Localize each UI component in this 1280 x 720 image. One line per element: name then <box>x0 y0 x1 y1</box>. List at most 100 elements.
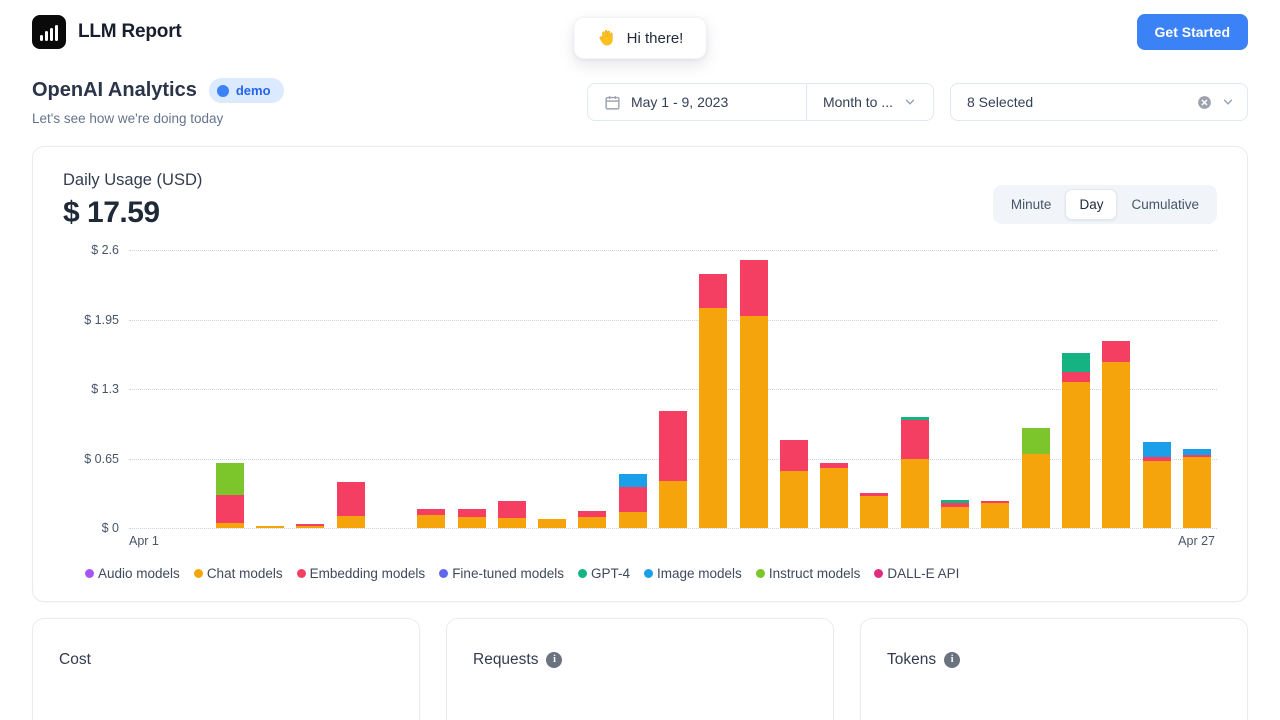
bar-slot-apr-23 <box>1016 250 1056 528</box>
stacked-bar <box>779 440 808 528</box>
bar-slot-apr-3 <box>210 250 250 528</box>
bar-segment <box>336 516 365 528</box>
brand[interactable]: LLM Report <box>32 15 182 49</box>
bar-segment <box>860 495 889 528</box>
bar-slot-apr-10 <box>492 250 532 528</box>
date-range-picker[interactable]: May 1 - 9, 2023 <box>588 84 806 120</box>
models-select[interactable]: 8 Selected <box>950 83 1248 121</box>
bar-segment <box>1061 381 1090 528</box>
app-name: LLM Report <box>78 21 182 42</box>
bar-segment <box>457 517 486 528</box>
legend-label: Chat models <box>206 566 283 581</box>
tokens-card: Tokens i <box>860 618 1248 720</box>
legend-item-audio-models[interactable]: Audio models <box>85 566 180 581</box>
bar-segment <box>1102 362 1131 528</box>
models-select-value: 8 Selected <box>967 94 1034 110</box>
legend-label: Image models <box>657 566 742 581</box>
info-icon[interactable]: i <box>944 652 961 668</box>
chart-plot-area <box>129 250 1217 529</box>
bar-segment <box>618 473 647 488</box>
stacked-bar <box>739 259 768 528</box>
badge-dot-icon <box>216 84 229 97</box>
bar-segment <box>860 492 889 496</box>
legend-dot-icon <box>874 569 884 578</box>
demo-badge: demo <box>208 78 284 103</box>
bar-segment <box>900 420 929 459</box>
stacked-bar <box>1021 427 1050 528</box>
bar-segment <box>941 506 970 528</box>
stacked-bar <box>1182 448 1211 528</box>
legend-item-dall-e-api[interactable]: DALL-E API <box>874 566 959 581</box>
legend-item-gpt-4[interactable]: GPT-4 <box>578 566 630 581</box>
bar-segment <box>1102 340 1131 363</box>
bar-slot-apr-15 <box>693 250 733 528</box>
top-bar: LLM Report Hi there! Get Started <box>0 0 1280 64</box>
usage-total: $ 17.59 <box>63 196 160 229</box>
date-range-control: May 1 - 9, 2023 Month to ... <box>586 83 934 121</box>
tab-day[interactable]: Day <box>1065 189 1118 220</box>
usage-chart: $ 2.6 $ 1.95 $ 1.3 $ 0.65 $ 0 <box>63 243 1217 535</box>
legend-label: DALL-E API <box>887 566 960 581</box>
legend-dot-icon <box>578 569 587 578</box>
stacked-bar <box>981 501 1010 528</box>
bar-segment <box>457 508 486 518</box>
tab-cumulative[interactable]: Cumulative <box>1131 197 1199 212</box>
legend-item-embedding-models[interactable]: Embedding models <box>296 566 425 581</box>
legend-item-fine-tuned-models[interactable]: Fine-tuned models <box>439 566 564 581</box>
date-preset-value: Month to ... <box>822 94 893 110</box>
legend-label: GPT-4 <box>591 566 631 581</box>
legend-dot-icon <box>755 569 765 578</box>
bar-segment <box>1061 352 1090 372</box>
stacked-bar <box>296 523 325 528</box>
legend-item-instruct-models[interactable]: Instruct models <box>755 566 861 581</box>
bar-segment <box>1021 454 1050 528</box>
stacked-bar <box>659 411 687 528</box>
bar-segment <box>296 525 325 528</box>
stacked-bar <box>578 510 607 528</box>
gridline <box>129 528 1217 529</box>
filter-bar: May 1 - 9, 2023 Month to ... 8 Selected <box>586 83 1248 121</box>
date-preset-select[interactable]: Month to ... <box>807 84 933 120</box>
stacked-bar <box>457 508 486 528</box>
bar-slot-apr-22 <box>975 250 1015 528</box>
legend-dot-icon <box>85 569 94 578</box>
bar-slot-apr-26 <box>1136 250 1176 528</box>
cost-card-title: Cost <box>59 651 91 668</box>
stacked-bar <box>618 473 647 528</box>
greeting-toast[interactable]: Hi there! <box>573 17 707 59</box>
bar-segment <box>739 259 768 317</box>
legend-item-chat-models[interactable]: Chat models <box>193 566 283 581</box>
bar-segment <box>699 307 728 528</box>
tokens-card-title: Tokens <box>887 651 937 668</box>
stacked-bar <box>215 462 244 528</box>
gridline <box>129 319 1217 321</box>
get-started-button[interactable]: Get Started <box>1136 14 1248 50</box>
bar-segment <box>256 525 285 528</box>
legend-dot-icon <box>644 569 654 578</box>
bar-segment <box>336 482 365 517</box>
bar-segment <box>659 480 687 528</box>
bar-slot-apr-9 <box>451 250 491 528</box>
bar-segment <box>820 462 849 469</box>
bar-slot-apr-25 <box>1096 250 1136 528</box>
bar-slot-apr-20 <box>895 250 935 528</box>
stacked-bar <box>1142 442 1171 528</box>
info-icon[interactable]: i <box>546 652 563 668</box>
x-axis-start-label: Apr 1 <box>129 534 159 548</box>
y-tick-label: $ 2.6 <box>91 243 119 257</box>
bar-segment <box>739 316 768 528</box>
badge-label: demo <box>235 83 271 98</box>
bar-segment <box>900 458 929 528</box>
chart-y-axis: $ 2.6 $ 1.95 $ 1.3 $ 0.65 $ 0 <box>63 243 129 535</box>
clear-selection-icon[interactable] <box>1196 94 1213 111</box>
legend-label: Instruct models <box>768 566 861 581</box>
stacked-bar <box>941 500 970 528</box>
bar-slot-apr-17 <box>774 250 814 528</box>
greeting-text: Hi there! <box>626 29 684 47</box>
tab-minute[interactable]: Minute <box>1010 197 1052 212</box>
bar-segment <box>699 273 728 308</box>
page-subtitle: Let's see how we're doing today <box>32 111 224 126</box>
x-axis-end-label: Apr 27 <box>1178 534 1215 548</box>
bar-segment <box>941 503 970 507</box>
legend-item-image-models[interactable]: Image models <box>644 566 742 581</box>
